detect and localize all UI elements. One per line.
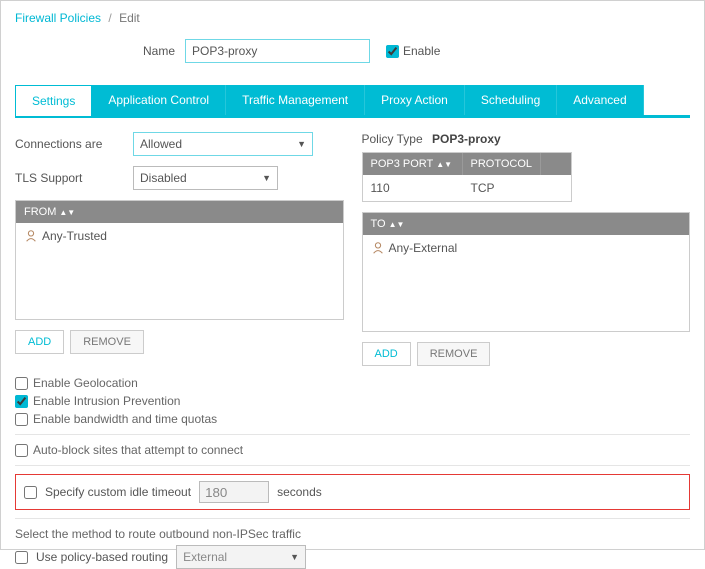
table-row[interactable]: 110 TCP [363, 175, 571, 201]
alias-icon [371, 241, 385, 255]
to-header-text: TO [371, 218, 386, 230]
tab-traffic-management[interactable]: Traffic Management [226, 85, 365, 115]
tls-value: Disabled [140, 171, 187, 185]
name-label: Name [115, 44, 175, 58]
tab-scheduling[interactable]: Scheduling [465, 85, 557, 115]
protocol-header[interactable]: PROTOCOL [463, 153, 542, 175]
autoblock-checkbox[interactable] [15, 444, 28, 457]
timeout-checkbox[interactable] [24, 486, 37, 499]
port-header[interactable]: POP3 PORT▲▼ [363, 153, 463, 175]
breadcrumb-current: Edit [119, 11, 140, 25]
to-header[interactable]: TO ▲▼ [363, 213, 690, 235]
to-add-button[interactable]: ADD [362, 342, 411, 366]
caret-down-icon: ▼ [290, 552, 299, 562]
idle-timeout-highlight: Specify custom idle timeout seconds [15, 474, 690, 510]
ips-checkbox[interactable] [15, 395, 28, 408]
to-remove-button[interactable]: REMOVE [417, 342, 491, 366]
breadcrumb: Firewall Policies / Edit [15, 11, 690, 25]
tabs: Settings Application Control Traffic Man… [15, 85, 690, 118]
caret-down-icon: ▼ [262, 173, 271, 183]
tab-advanced[interactable]: Advanced [557, 85, 643, 115]
policy-type: Policy Type POP3-proxy [362, 132, 691, 146]
from-add-button[interactable]: ADD [15, 330, 64, 354]
timeout-unit: seconds [277, 485, 322, 499]
from-item-label: Any-Trusted [42, 229, 107, 243]
sort-icon: ▲▼ [389, 220, 405, 229]
to-panel: TO ▲▼ Any-External [362, 212, 691, 332]
protocol-cell: TCP [463, 175, 503, 201]
port-table: POP3 PORT▲▼ PROTOCOL 110 TCP [362, 152, 572, 202]
enable-checkbox-wrap[interactable]: Enable [386, 44, 446, 58]
from-header-text: FROM [24, 206, 56, 218]
enable-label: Enable [403, 44, 440, 58]
sort-icon: ▲▼ [436, 160, 452, 169]
connections-label: Connections are [15, 137, 133, 151]
routing-heading: Select the method to route outbound non-… [15, 527, 690, 541]
timeout-label: Specify custom idle timeout [45, 485, 191, 499]
geo-checkbox[interactable] [15, 377, 28, 390]
timeout-input[interactable] [199, 481, 269, 503]
tab-application-control[interactable]: Application Control [92, 85, 226, 115]
port-cell: 110 [363, 175, 463, 201]
quota-label: Enable bandwidth and time quotas [33, 412, 217, 426]
routing-select[interactable]: External ▼ [176, 545, 306, 569]
autoblock-label: Auto-block sites that attempt to connect [33, 443, 243, 457]
tls-select[interactable]: Disabled ▼ [133, 166, 278, 190]
caret-down-icon: ▼ [297, 139, 306, 149]
name-row: Name Enable [115, 39, 690, 63]
from-remove-button[interactable]: REMOVE [70, 330, 144, 354]
breadcrumb-root[interactable]: Firewall Policies [15, 11, 101, 25]
tls-label: TLS Support [15, 171, 133, 185]
tab-proxy-action[interactable]: Proxy Action [365, 85, 465, 115]
from-header[interactable]: FROM ▲▼ [16, 201, 343, 223]
enable-checkbox[interactable] [386, 45, 399, 58]
connections-select[interactable]: Allowed ▼ [133, 132, 313, 156]
name-input[interactable] [185, 39, 370, 63]
policy-type-value: POP3-proxy [432, 132, 501, 146]
quota-checkbox[interactable] [15, 413, 28, 426]
tab-settings[interactable]: Settings [15, 85, 92, 116]
routing-value: External [183, 550, 227, 564]
sort-icon: ▲▼ [59, 208, 75, 217]
from-panel: FROM ▲▼ Any-Trusted [15, 200, 344, 320]
routing-label: Use policy-based routing [36, 550, 168, 564]
to-item[interactable]: Any-External [363, 235, 690, 261]
breadcrumb-sep: / [108, 11, 111, 25]
from-item[interactable]: Any-Trusted [16, 223, 343, 249]
routing-checkbox[interactable] [15, 551, 28, 564]
alias-icon [24, 229, 38, 243]
ips-label: Enable Intrusion Prevention [33, 394, 180, 408]
connections-value: Allowed [140, 137, 182, 151]
policy-type-label: Policy Type [362, 132, 423, 146]
to-item-label: Any-External [389, 241, 458, 255]
geo-label: Enable Geolocation [33, 376, 138, 390]
